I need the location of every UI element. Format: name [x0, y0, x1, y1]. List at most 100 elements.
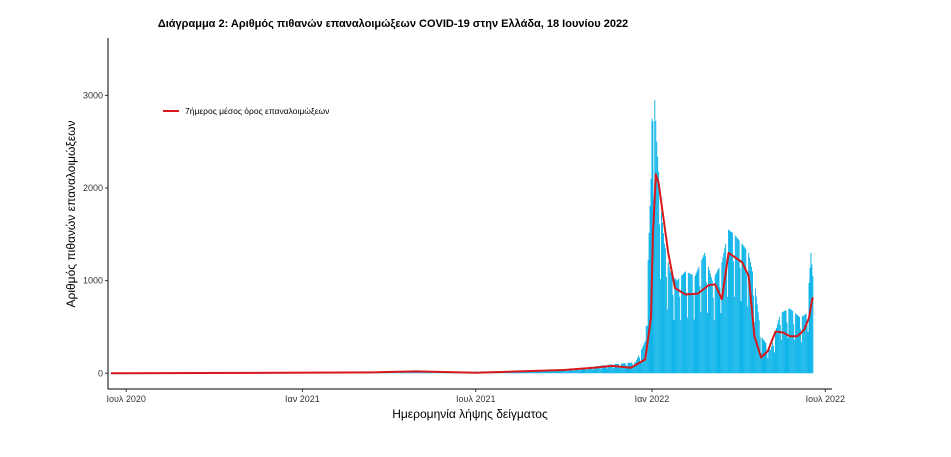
daily-bar — [404, 372, 406, 374]
daily-bar — [635, 362, 637, 374]
daily-bar — [658, 171, 660, 374]
daily-bar — [746, 274, 748, 374]
daily-bar — [567, 369, 569, 374]
daily-bar — [729, 230, 730, 374]
daily-bar — [604, 365, 606, 374]
daily-bar — [414, 372, 416, 374]
daily-bar — [796, 314, 798, 374]
daily-bar — [609, 364, 611, 374]
daily-bar — [670, 272, 672, 374]
daily-bar — [655, 120, 657, 374]
daily-bar — [675, 279, 677, 374]
daily-bar — [606, 368, 608, 374]
daily-bar — [662, 222, 663, 374]
daily-bar — [783, 311, 785, 374]
daily-bar — [690, 274, 692, 374]
daily-bar — [638, 355, 639, 374]
daily-bar — [583, 367, 585, 374]
daily-bar — [767, 358, 769, 374]
daily-bar — [781, 312, 783, 374]
daily-bar — [546, 371, 548, 374]
daily-bar — [411, 372, 413, 374]
daily-bar — [791, 310, 793, 374]
daily-bar — [659, 224, 661, 374]
daily-bar — [427, 372, 429, 374]
daily-bar — [594, 366, 595, 374]
daily-bar — [642, 345, 644, 374]
daily-bar — [417, 372, 419, 374]
daily-bar — [579, 370, 581, 374]
daily-bar — [793, 324, 795, 374]
daily-bar — [603, 365, 605, 374]
daily-bar — [426, 372, 428, 374]
daily-bar — [716, 271, 718, 374]
daily-bar — [572, 369, 573, 374]
daily-bar — [699, 286, 701, 374]
daily-bar — [768, 347, 770, 374]
daily-bar — [573, 368, 575, 374]
daily-bar — [733, 296, 735, 374]
daily-bar — [798, 316, 799, 374]
daily-bar — [425, 372, 427, 374]
daily-bar — [677, 279, 679, 374]
daily-bar — [587, 367, 589, 374]
daily-bar — [668, 266, 670, 374]
daily-bar — [640, 361, 641, 374]
daily-bar — [760, 352, 762, 374]
daily-bar — [424, 372, 426, 374]
daily-bar — [545, 370, 547, 374]
x-tick-label: Ιαν 2021 — [285, 394, 320, 404]
daily-bar — [694, 276, 696, 374]
daily-bar — [566, 370, 568, 374]
daily-bar — [722, 257, 724, 374]
daily-bar — [739, 267, 741, 374]
daily-bar — [794, 339, 796, 374]
daily-bar — [680, 320, 682, 374]
daily-bar — [730, 232, 732, 374]
daily-bar — [526, 371, 527, 374]
daily-bar — [649, 205, 651, 374]
daily-bar — [556, 369, 558, 374]
daily-bar — [560, 369, 562, 374]
daily-bar — [810, 252, 812, 374]
daily-bar — [789, 308, 791, 374]
x-tick-label: Ιουλ 2022 — [806, 394, 845, 404]
daily-bar — [780, 339, 782, 374]
daily-bar — [786, 322, 788, 374]
daily-bar — [795, 313, 797, 374]
daily-bar — [728, 229, 730, 374]
daily-bar — [600, 365, 602, 374]
daily-bar — [812, 276, 814, 374]
daily-bar — [589, 367, 591, 374]
daily-bar — [671, 274, 673, 374]
daily-bar — [647, 259, 649, 374]
daily-bar — [634, 362, 636, 374]
y-tick-label: 1000 — [83, 276, 103, 286]
daily-bar — [766, 350, 768, 374]
daily-bar — [673, 320, 675, 374]
daily-bar — [799, 328, 801, 374]
daily-bar — [709, 273, 711, 374]
x-axis-ticks: Ιουλ 2020 Ιαν 2021 Ιουλ 2021 Ιαν 2022 Ιουλ 2… — [106, 389, 845, 404]
daily-bar — [419, 372, 421, 374]
daily-bar — [742, 244, 744, 374]
daily-bar — [804, 314, 806, 374]
daily-bar — [758, 320, 760, 374]
daily-bar — [669, 271, 671, 374]
daily-bar — [785, 310, 787, 374]
daily-bar — [539, 371, 541, 374]
daily-bar — [724, 248, 726, 374]
daily-bar — [700, 312, 702, 374]
daily-bar — [614, 364, 616, 374]
daily-bar — [723, 252, 725, 374]
daily-bar — [693, 319, 695, 374]
daily-bar — [414, 372, 415, 374]
daily-bar — [553, 369, 555, 374]
daily-bar — [717, 269, 719, 374]
daily-bar — [643, 342, 645, 374]
daily-bar — [410, 372, 412, 374]
daily-bar — [654, 100, 656, 374]
daily-bar — [666, 309, 668, 374]
daily-bar — [751, 266, 753, 374]
daily-bar — [683, 273, 685, 374]
